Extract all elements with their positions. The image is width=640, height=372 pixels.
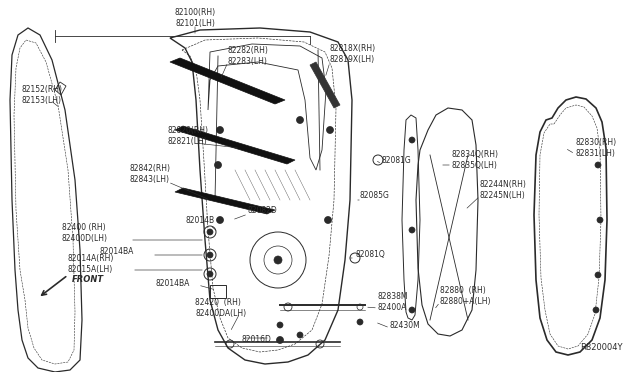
Text: 82420  (RH)
82400DA(LH): 82420 (RH) 82400DA(LH) [195, 298, 246, 318]
Text: 82830(RH)
82831(LH): 82830(RH) 82831(LH) [575, 138, 616, 158]
Circle shape [409, 227, 415, 233]
Polygon shape [175, 126, 295, 164]
Text: 82430M: 82430M [390, 321, 420, 330]
Text: 82082D: 82082D [248, 205, 278, 215]
Text: 82820(RH)
82821(LH): 82820(RH) 82821(LH) [168, 126, 209, 146]
Text: 82834Q(RH)
82835Q(LH): 82834Q(RH) 82835Q(LH) [452, 150, 499, 170]
Text: 82085G: 82085G [360, 190, 390, 199]
Text: 82842(RH)
82843(LH): 82842(RH) 82843(LH) [130, 164, 171, 184]
Circle shape [357, 319, 363, 325]
Text: 82282(RH)
82283(LH): 82282(RH) 82283(LH) [228, 46, 269, 66]
Circle shape [277, 322, 283, 328]
Text: 82014B: 82014B [185, 215, 214, 224]
Circle shape [324, 217, 332, 224]
Text: 82400 (RH)
82400D(LH): 82400 (RH) 82400D(LH) [62, 223, 108, 243]
Text: 82838M
82400A: 82838M 82400A [378, 292, 408, 312]
Circle shape [207, 271, 213, 277]
Circle shape [276, 337, 284, 343]
Text: 82014BA: 82014BA [155, 279, 189, 288]
Text: 82244N(RH)
82245N(LH): 82244N(RH) 82245N(LH) [480, 180, 527, 200]
Circle shape [597, 217, 603, 223]
Circle shape [274, 256, 282, 264]
Text: 82818X(RH)
82819X(LH): 82818X(RH) 82819X(LH) [330, 44, 376, 64]
Polygon shape [175, 188, 275, 214]
Circle shape [216, 126, 223, 134]
Circle shape [409, 137, 415, 143]
Text: 82880  (RH)
82880+A(LH): 82880 (RH) 82880+A(LH) [440, 286, 492, 306]
Polygon shape [170, 58, 285, 104]
Polygon shape [310, 62, 340, 108]
Circle shape [595, 162, 601, 168]
Circle shape [207, 252, 213, 258]
Circle shape [214, 161, 221, 169]
Text: 82016D: 82016D [242, 336, 272, 344]
Text: 82081Q: 82081Q [355, 250, 385, 260]
Circle shape [296, 116, 303, 124]
Text: 82014A(RH)
82015A(LH): 82014A(RH) 82015A(LH) [68, 254, 115, 274]
Circle shape [207, 229, 213, 235]
Circle shape [595, 272, 601, 278]
Text: R820004Y: R820004Y [580, 343, 623, 353]
Circle shape [409, 307, 415, 313]
Text: FRONT: FRONT [72, 276, 104, 285]
Circle shape [216, 217, 223, 224]
Text: 82152(RH)
82153(LH): 82152(RH) 82153(LH) [22, 85, 63, 105]
Text: 82100(RH)
82101(LH): 82100(RH) 82101(LH) [175, 8, 216, 28]
Circle shape [297, 332, 303, 338]
Circle shape [593, 307, 599, 313]
Text: 82081G: 82081G [382, 155, 412, 164]
Circle shape [326, 126, 333, 134]
Text: 82014BA: 82014BA [100, 247, 134, 256]
